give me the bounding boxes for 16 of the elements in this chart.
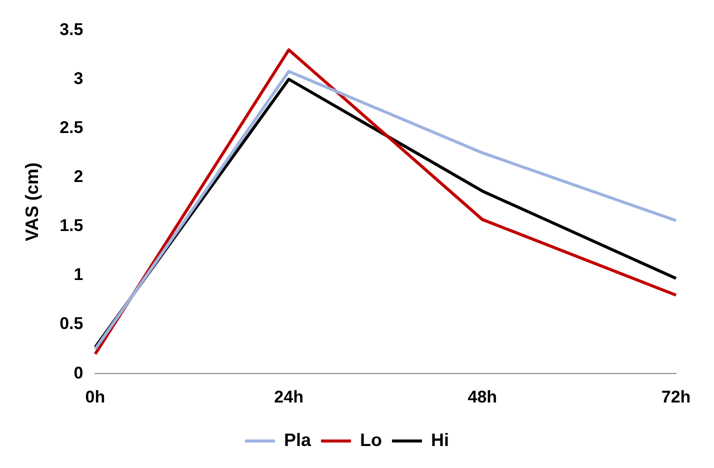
x-tick-label: 24h [274,387,304,406]
y-tick-label: 1.5 [60,216,84,236]
y-axis-title: VAS (cm) [22,162,42,242]
x-tick-label: 48h [468,387,498,406]
legend-label: Lo [360,430,382,450]
y-tick-label: 3 [74,68,84,88]
y-tick-label: 2 [74,167,84,186]
x-tick-label: 72h [661,387,691,406]
y-tick-label: 0 [74,363,84,382]
legend-label: Pla [284,430,312,450]
y-tick-label: 0.5 [60,314,84,334]
y-tick-label: 2.5 [60,118,84,137]
x-tick-label: 0h [85,387,106,406]
y-tick-label: 1 [74,265,84,284]
y-tick-label: 3.5 [60,20,84,39]
legend-label: Hi [431,430,450,450]
